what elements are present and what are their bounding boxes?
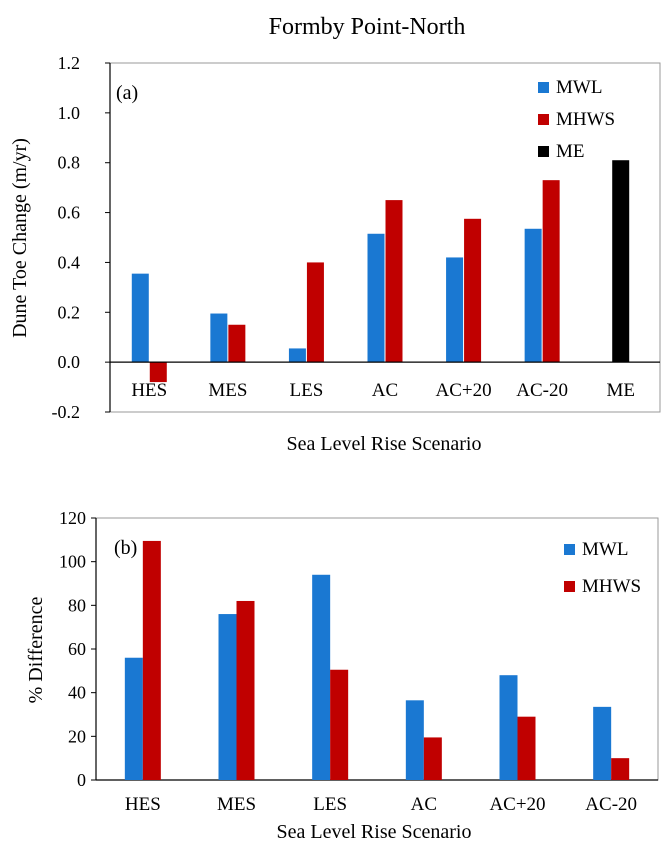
bar-mwl-ac xyxy=(405,700,424,780)
bar-mwl-ac-20 xyxy=(499,675,518,780)
category-label-ac-20: AC-20 xyxy=(516,380,568,401)
panel-b: 0 20 40 60 80 100 120 HES MES LES AC AC+20 AC-20 (b… xyxy=(25,508,659,843)
category-label-mes: MES xyxy=(217,794,256,815)
bar-mwl-hes xyxy=(131,273,149,363)
y-tick-label: 100 xyxy=(59,552,86,572)
y-axis-label-b: % Difference xyxy=(25,596,47,703)
legend-label-me: ME xyxy=(556,141,585,162)
y-tick-label: 1.2 xyxy=(58,53,81,73)
y-ticks-b: 0 20 40 60 80 100 120 xyxy=(59,508,96,790)
bar-mhws-ac-20 xyxy=(517,716,536,780)
panel-label-a: (a) xyxy=(116,82,138,104)
figure-title: Formby Point-North xyxy=(269,14,466,40)
bar-mhws-ac xyxy=(385,200,403,363)
y-tick-label: 60 xyxy=(68,639,86,659)
category-label-ac: AC xyxy=(372,380,398,401)
category-label-hes: HES xyxy=(125,794,161,815)
y-tick-label: 0.4 xyxy=(58,252,81,272)
y-ticks-a: -0.2 0.0 0.2 0.4 0.6 0.8 1.0 1.2 xyxy=(52,53,110,422)
bar-mhws-ac-20 xyxy=(542,180,560,363)
y-tick-label: 0.0 xyxy=(58,352,81,372)
bar-mhws-hes xyxy=(142,540,161,780)
bars-a xyxy=(131,160,630,383)
y-tick-label: 20 xyxy=(68,726,86,746)
bars-b xyxy=(124,540,630,780)
y-tick-label: 40 xyxy=(68,683,86,703)
bar-mwl-les xyxy=(312,574,331,780)
x-axis-label-a: Sea Level Rise Scenario xyxy=(287,433,482,455)
panel-a: -0.2 0.0 0.2 0.4 0.6 0.8 1.0 1.2 HES MES LES AC AC+… xyxy=(9,53,661,455)
y-tick-label: 0.8 xyxy=(58,153,81,173)
y-axis-label-a: Dune Toe Change (m/yr) xyxy=(9,138,31,338)
plot-area-b xyxy=(95,517,659,781)
bar-me-me xyxy=(612,160,630,363)
bar-mhws-ac-20 xyxy=(611,758,630,780)
bar-mhws-mes xyxy=(228,324,246,363)
bar-mhws-ac-20 xyxy=(464,218,482,363)
legend-b: MWL MHWS xyxy=(564,539,641,597)
legend-swatch-mwl xyxy=(564,544,575,555)
y-tick-label: 0 xyxy=(77,770,86,790)
bar-mwl-ac xyxy=(367,233,385,363)
legend-swatch-mwl xyxy=(538,82,549,93)
bar-mhws-ac xyxy=(423,737,442,780)
y-tick-label: 1.0 xyxy=(58,103,81,123)
legend-swatch-mhws xyxy=(564,581,575,592)
legend-label-mhws: MHWS xyxy=(556,109,615,130)
category-label-les: LES xyxy=(313,794,347,815)
y-tick-label: 80 xyxy=(68,595,86,615)
bar-mwl-hes xyxy=(124,657,143,780)
bar-mhws-les xyxy=(306,262,324,363)
bar-mwl-ac-20 xyxy=(593,706,612,780)
y-tick-label: 0.2 xyxy=(58,302,81,322)
category-label-les: LES xyxy=(290,380,324,401)
category-labels-b: HES MES LES AC AC+20 AC-20 xyxy=(125,794,637,815)
panel-label-b: (b) xyxy=(114,537,137,559)
bar-mwl-ac-20 xyxy=(446,257,464,363)
bar-mwl-les xyxy=(288,348,306,363)
x-axis-label-b: Sea Level Rise Scenario xyxy=(277,821,472,843)
category-label-ac: AC xyxy=(411,794,437,815)
bar-mhws-mes xyxy=(236,600,255,780)
bar-mwl-mes xyxy=(218,614,237,780)
y-tick-label: 0.6 xyxy=(58,203,81,223)
bar-mwl-mes xyxy=(210,313,228,363)
legend-label-mhws: MHWS xyxy=(582,576,641,597)
category-label-mes: MES xyxy=(208,380,247,401)
legend-label-mwl: MWL xyxy=(556,77,602,98)
category-label-ac-20: AC-20 xyxy=(585,794,637,815)
category-label-ac-20: AC+20 xyxy=(489,794,545,815)
category-label-ac-20: AC+20 xyxy=(436,380,492,401)
category-label-hes: HES xyxy=(131,380,167,401)
category-label-me: ME xyxy=(606,380,635,401)
category-labels-a: HES MES LES AC AC+20 AC-20 ME xyxy=(131,380,635,401)
legend-swatch-me xyxy=(538,146,549,157)
y-tick-label: -0.2 xyxy=(52,402,81,422)
legend-a: MWL MHWS ME xyxy=(538,77,615,162)
legend-label-mwl: MWL xyxy=(582,539,628,560)
bar-mwl-ac-20 xyxy=(524,228,542,363)
bar-mhws-les xyxy=(330,669,349,780)
y-tick-label: 120 xyxy=(59,508,86,528)
legend-swatch-mhws xyxy=(538,114,549,125)
bar-mhws-hes xyxy=(149,362,167,383)
